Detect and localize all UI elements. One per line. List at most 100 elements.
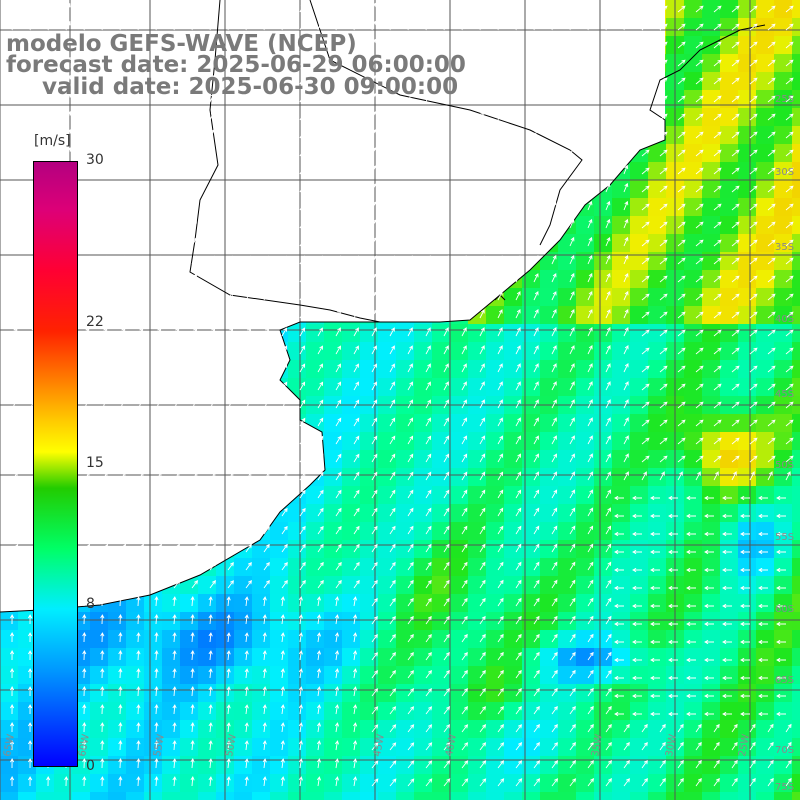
wind-arrow (767, 329, 776, 337)
wind-cell (306, 504, 324, 522)
wind-arrow (281, 309, 287, 319)
wind-cell (468, 414, 486, 432)
wind-arrow (371, 363, 377, 373)
wind-arrow (461, 20, 467, 31)
wind-cell (612, 648, 630, 666)
wind-arrow (461, 128, 467, 139)
wind-cell (594, 252, 612, 270)
wind-arrow (515, 273, 521, 283)
wind-cell (504, 378, 522, 396)
wind-cell (450, 522, 468, 540)
wind-arrow (155, 147, 161, 157)
wind-arrow (281, 327, 287, 337)
wind-arrow (623, 182, 629, 193)
wind-cell (594, 306, 612, 324)
wind-arrow (479, 453, 486, 463)
wind-arrow (335, 471, 342, 481)
wind-cell (558, 558, 576, 576)
wind-cell (252, 594, 270, 612)
wind-cell (504, 450, 522, 468)
wind-cell (270, 648, 288, 666)
wind-cell (504, 306, 522, 324)
wind-cell (648, 576, 666, 594)
wind-cell (522, 342, 540, 360)
wind-cell (720, 270, 738, 288)
wind-arrow (587, 92, 593, 103)
wind-arrow (713, 203, 722, 211)
wind-arrow (533, 453, 539, 463)
wind-arrow (119, 435, 126, 445)
wind-arrow (353, 291, 359, 301)
wind-arrow (173, 507, 180, 517)
wind-arrow (587, 164, 593, 175)
wind-cell (252, 774, 270, 792)
wind-cell (738, 558, 756, 576)
wind-cell (648, 216, 666, 234)
wind-cell (756, 54, 774, 72)
wind-arrow (371, 146, 377, 157)
wind-arrow (191, 381, 198, 391)
wind-cell (702, 450, 720, 468)
wind-arrow (11, 435, 18, 445)
wind-arrow (299, 2, 305, 13)
wind-arrow (155, 93, 161, 103)
wind-cell (720, 144, 738, 162)
wind-arrow (677, 257, 686, 265)
wind-cell (558, 684, 576, 702)
wind-arrow (443, 327, 449, 337)
wind-cell (540, 522, 558, 540)
wind-cell (738, 432, 756, 450)
wind-arrow (569, 363, 575, 373)
wind-arrow (551, 164, 557, 175)
wind-cell (576, 378, 594, 396)
wind-cell (324, 720, 342, 738)
wind-arrow (713, 383, 722, 391)
wind-cell (648, 180, 666, 198)
wind-arrow (389, 128, 395, 139)
wind-arrow (569, 453, 575, 463)
wind-arrow (281, 255, 287, 265)
wind-arrow (461, 291, 467, 301)
wind-arrow (785, 131, 794, 139)
wind-arrow (749, 383, 758, 391)
wind-arrow (245, 110, 251, 121)
wind-arrow (389, 38, 395, 49)
wind-cell (684, 378, 702, 396)
wind-cell (594, 792, 612, 800)
wind-cell (234, 774, 252, 792)
wind-arrow (209, 471, 216, 481)
wind-cell (468, 792, 486, 800)
wind-arrow (659, 113, 668, 121)
wind-cell (576, 306, 594, 324)
wind-cell (612, 666, 630, 684)
wind-cell (486, 594, 504, 612)
wind-cell (288, 774, 306, 792)
wind-cell (432, 378, 450, 396)
wind-arrow (299, 435, 306, 445)
wind-arrow (119, 93, 125, 103)
wind-arrow (245, 489, 252, 499)
wind-cell (378, 540, 396, 558)
wind-arrow (227, 183, 233, 193)
wind-arrow (497, 345, 503, 355)
wind-arrow (749, 257, 758, 265)
wind-arrow (605, 218, 611, 229)
wind-arrow (209, 219, 215, 229)
wind-arrow (749, 167, 758, 175)
wind-cell (738, 486, 756, 504)
wind-cell (126, 756, 144, 774)
wind-cell (756, 486, 774, 504)
wind-cell (540, 738, 558, 756)
wind-cell (684, 630, 702, 648)
wind-arrow (263, 237, 269, 247)
wind-arrow (245, 399, 252, 409)
wind-arrow (785, 113, 794, 121)
wind-arrow (263, 165, 269, 175)
wind-arrow (569, 525, 576, 535)
wind-cell (774, 702, 792, 720)
wind-cell (324, 648, 342, 666)
wind-arrow (641, 149, 650, 157)
wind-cell (360, 774, 378, 792)
wind-arrow (101, 508, 108, 517)
wind-cell (702, 684, 720, 702)
